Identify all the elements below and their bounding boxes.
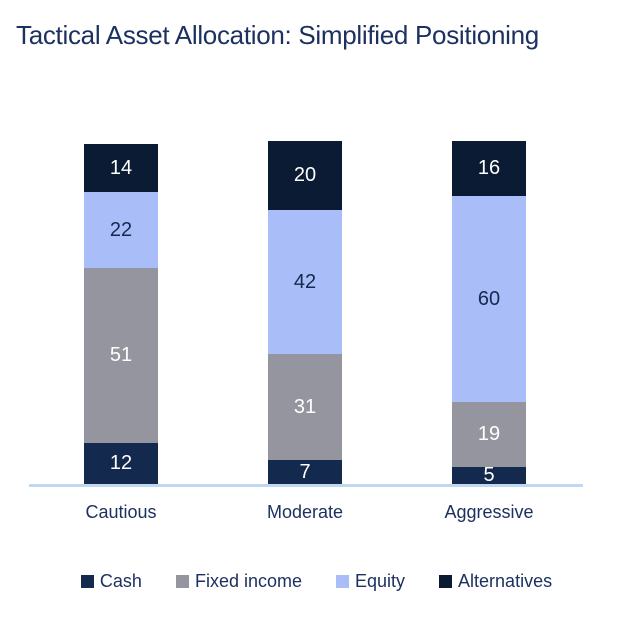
segment-alternatives: 16 (452, 141, 526, 196)
segment-fixed-income: 31 (268, 353, 342, 460)
segment-value-label: 31 (293, 395, 317, 418)
bar-moderate: 7 31 42 20 (268, 141, 342, 484)
legend: Cash Fixed income Equity Alternatives (0, 571, 633, 592)
legend-item-alternatives: Alternatives (439, 571, 552, 592)
segment-value-label: 19 (477, 423, 501, 446)
category-label-moderate: Moderate (266, 502, 344, 522)
legend-label: Fixed income (194, 571, 302, 591)
legend-label: Equity (355, 571, 406, 591)
bar-aggressive: 5 19 60 16 (452, 141, 526, 487)
bar-cautious: 12 51 22 14 (84, 144, 158, 484)
segment-equity: 42 (268, 209, 342, 354)
plot-area: 12 51 22 14 7 31 42 20 5 19 60 16 (29, 140, 583, 487)
segment-value-label: 42 (293, 270, 317, 293)
segment-equity: 22 (84, 192, 158, 268)
segment-value-label: 60 (477, 287, 501, 310)
category-label-cautious: Cautious (85, 502, 157, 522)
category-labels-row: Cautious Moderate Aggressive (29, 502, 583, 523)
segment-alternatives: 14 (84, 144, 158, 193)
legend-label: Cash (99, 571, 142, 591)
legend-item-fixed-income: Fixed income (175, 571, 302, 592)
legend-swatch-fixed-income (175, 575, 189, 588)
x-axis-line (29, 484, 583, 487)
segment-value-label: 51 (109, 344, 133, 367)
segment-value-label: 7 (299, 461, 311, 483)
legend-label: Alternatives (458, 571, 553, 591)
segment-value-label: 12 (109, 452, 133, 475)
segment-value-label: 5 (483, 464, 495, 487)
legend-swatch-cash (80, 575, 94, 588)
segment-value-label: 22 (109, 219, 133, 242)
segment-value-label: 16 (477, 157, 501, 180)
segment-fixed-income: 51 (84, 267, 158, 443)
segment-cash: 12 (84, 442, 158, 484)
legend-swatch-equity (336, 575, 349, 588)
segment-value-label: 14 (109, 157, 133, 180)
legend-item-cash: Cash (80, 571, 142, 592)
segment-fixed-income: 19 (452, 401, 526, 467)
legend-swatch-alternatives (439, 575, 453, 588)
segment-cash: 7 (268, 460, 342, 484)
category-label-aggressive: Aggressive (444, 502, 534, 522)
segment-equity: 60 (452, 195, 526, 402)
segment-cash: 5 (452, 464, 526, 487)
segment-alternatives: 20 (268, 141, 342, 210)
legend-item-equity: Equity (336, 571, 405, 592)
segment-value-label: 20 (293, 164, 317, 187)
chart-title: Tactical Asset Allocation: Simplified Po… (16, 20, 539, 50)
